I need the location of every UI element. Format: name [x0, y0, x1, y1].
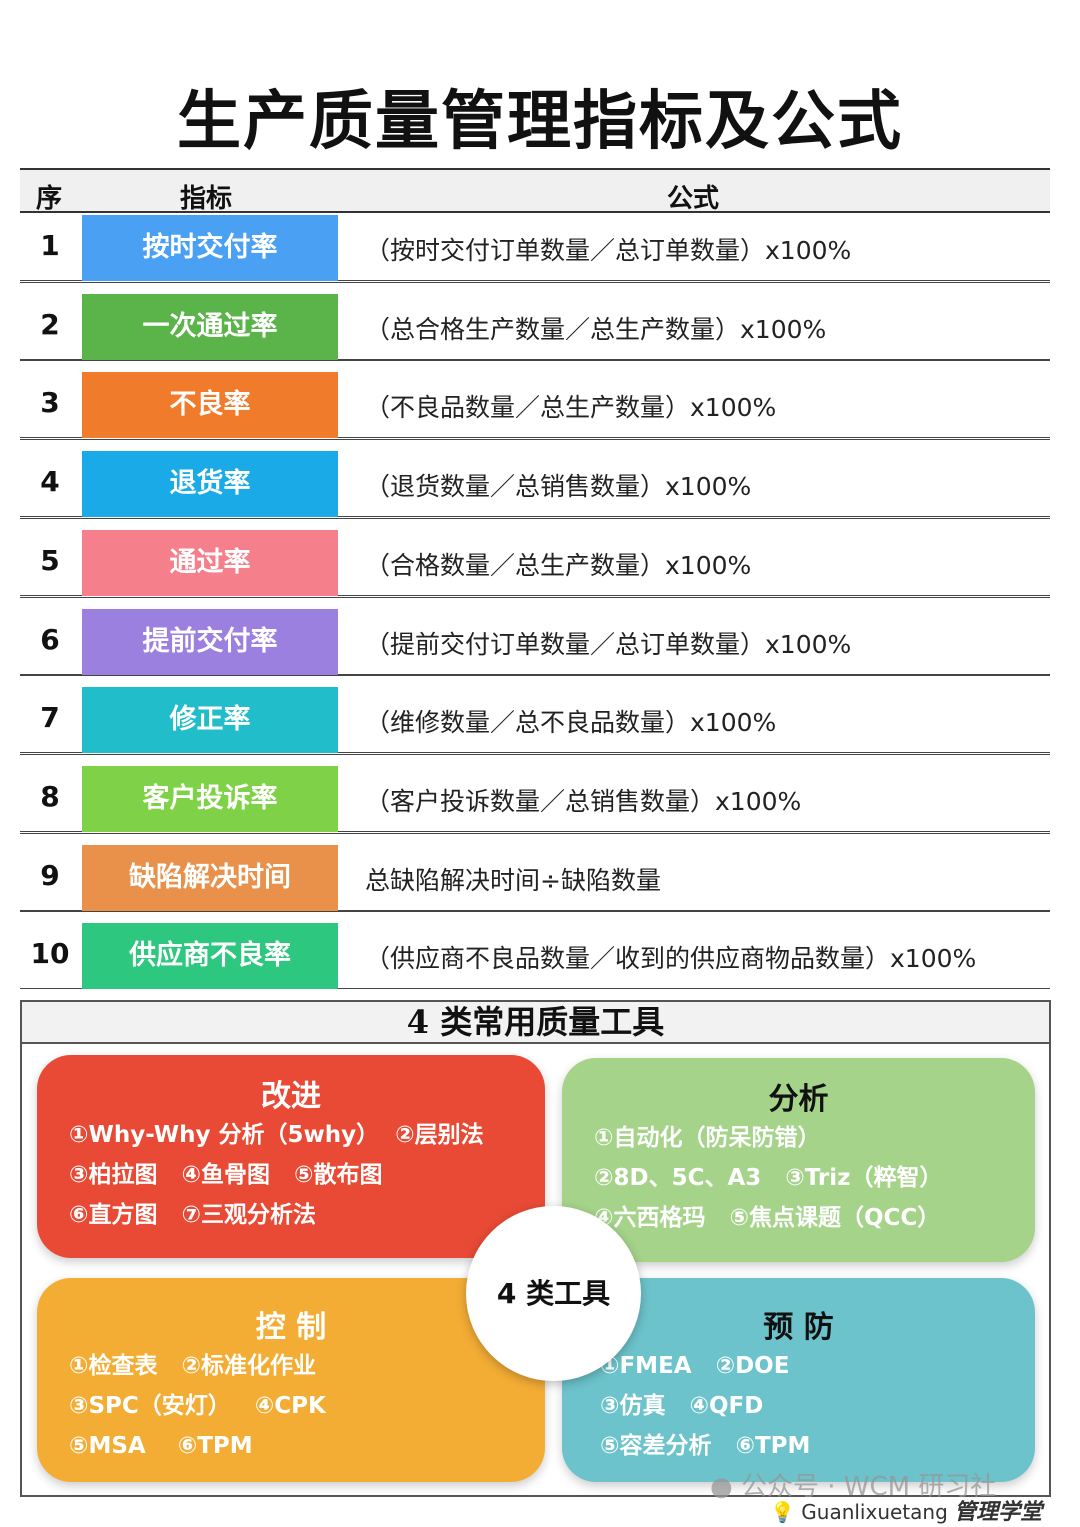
row-divider — [20, 439, 1050, 441]
table-row: 1 按时交付率 （按时交付订单数量／总订单数量）x100% — [20, 215, 1050, 281]
watermark-text: 公众号 · WCM 研习社 — [740, 1472, 997, 1502]
table-row: 10 供应商不良率 （供应商不良品数量／收到的供应商物品数量）x100% — [20, 911, 1050, 990]
row-number: 1 — [40, 229, 60, 262]
row-divider — [20, 360, 1050, 362]
row-divider — [20, 675, 1050, 677]
quadrant-title: 改进 — [261, 1079, 321, 1114]
tool-item-line: ③仿真 ④QFD — [600, 1393, 764, 1419]
tool-item-line: ⑤容差分析 ⑥TPM — [600, 1433, 811, 1459]
tool-quadrant-prevent: 预 防 ①FMEA ②DOE ③仿真 ④QFD ⑤容差分析 ⑥TPM — [562, 1278, 1035, 1482]
metric-label: 不良率 — [82, 372, 338, 439]
metric-label: 供应商不良率 — [82, 923, 338, 990]
metric-label: 退货率 — [82, 451, 338, 518]
formula-text: （退货数量／总销售数量）x100% — [365, 472, 752, 502]
header-metric: 指标 — [180, 184, 233, 214]
tool-item-line: ③柏拉图 ④鱼骨图 ⑤散布图 — [69, 1162, 383, 1188]
quadrant-title: 分析 — [768, 1082, 829, 1117]
table-row: 3 不良率 （不良品数量／总生产数量）x100% — [20, 360, 1050, 439]
table-row: 7 修正率 （维修数量／总不良品数量）x100% — [20, 675, 1050, 754]
quadrant-title: 预 防 — [763, 1310, 834, 1345]
formula-text: （供应商不良品数量／收到的供应商物品数量）x100% — [365, 944, 977, 974]
table-row: 8 客户投诉率 （客户投诉数量／总销售数量）x100% — [20, 753, 1050, 832]
metric-label: 提前交付率 — [82, 608, 338, 675]
metric-label: 一次通过率 — [82, 293, 338, 360]
formula-text: （总合格生产数量／总生产数量）x100% — [365, 314, 827, 344]
metric-label: 通过率 — [82, 529, 338, 596]
table-row: 6 提前交付率 （提前交付订单数量／总订单数量）x100% — [20, 596, 1050, 675]
formula-text: 总缺陷解决时间÷缺陷数量 — [365, 865, 661, 895]
lightbulb-icon: 💡 — [770, 1500, 795, 1524]
metric-label: 修正率 — [82, 687, 338, 754]
tool-quadrant-analyze: 分析 ①自动化（防呆防错） ②8D、5C、A3 ③Triz（粹智） ④六西格玛 ⑤焦点… — [562, 1058, 1035, 1262]
tool-item-line: ①自动化（防呆防错） — [594, 1125, 821, 1151]
header-seq: 序 — [36, 184, 63, 214]
row-number: 5 — [40, 543, 60, 577]
tool-item-line: ①FMEA ②DOE — [600, 1353, 790, 1379]
tool-item-line: ①Why-Why 分析（5why） ②层别法 — [69, 1122, 484, 1148]
formula-text: （提前交付订单数量／总订单数量）x100% — [365, 629, 852, 659]
tool-item-line: ①检查表 ②标准化作业 — [69, 1353, 316, 1379]
center-circle: 4 类工具 — [466, 1206, 641, 1381]
tool-item-line: ⑥直方图 ⑦三观分析法 — [69, 1202, 316, 1228]
tools-section: 4 类常用质量工具 — [20, 1000, 1051, 1497]
formula-text: （合格数量／总生产数量）x100% — [365, 550, 752, 580]
row-divider — [20, 596, 1050, 598]
table-row: 5 通过率 （合格数量／总生产数量）x100% — [20, 517, 1050, 596]
row-number: 4 — [40, 465, 60, 499]
watermark-account: ● 公众号 · WCM 研习社 — [710, 1466, 996, 1503]
tool-quadrant-improve: 改进 ①Why-Why 分析（5why） ②层别法 ③柏拉图 ④鱼骨图 ⑤散布图 ⑥直… — [37, 1055, 545, 1258]
wechat-icon: ● — [710, 1472, 733, 1502]
formula-text: （按时交付订单数量／总订单数量）x100% — [365, 236, 852, 265]
brand-logo: 管理学堂 — [954, 1499, 1043, 1525]
formula-text: （不良品数量／总生产数量）x100% — [365, 393, 777, 423]
formula-text: （客户投诉数量／总销售数量）x100% — [365, 786, 802, 816]
tools-title: 4 类常用质量工具 — [22, 1002, 1049, 1044]
tool-item-line: ③SPC（安灯） ④CPK — [69, 1393, 326, 1419]
row-number: 10 — [30, 937, 70, 971]
row-divider — [20, 832, 1050, 834]
row-divider — [20, 753, 1050, 755]
table-header: 序 指标 公式 — [20, 168, 1050, 214]
table-row: 9 缺陷解决时间 总缺陷解决时间÷缺陷数量 — [20, 832, 1050, 911]
row-number: 3 — [40, 386, 60, 420]
metric-label: 按时交付率 — [82, 215, 338, 281]
metric-label: 客户投诉率 — [82, 765, 338, 832]
tool-quadrant-control: 控 制 ①检查表 ②标准化作业 ③SPC（安灯） ④CPK ⑤MSA ⑥TPM — [37, 1278, 545, 1482]
row-divider — [20, 911, 1050, 913]
tool-item-line: ②8D、5C、A3 ③Triz（粹智） — [594, 1165, 943, 1191]
row-number: 2 — [40, 307, 60, 341]
watermark-brand: 💡 Guanlixuetang 管理学堂 — [770, 1494, 1042, 1526]
metric-label: 缺陷解决时间 — [82, 844, 338, 911]
tool-item-line: ④六西格玛 ⑤焦点课题（QCC） — [594, 1205, 941, 1231]
header-formula: 公式 — [667, 184, 720, 214]
row-divider — [20, 281, 1050, 283]
row-number: 8 — [40, 779, 60, 813]
tool-item-line: ⑤MSA ⑥TPM — [69, 1433, 253, 1459]
brand-name: Guanlixuetang — [801, 1500, 948, 1524]
quadrant-title: 控 制 — [255, 1310, 327, 1345]
table-row: 2 一次通过率 （总合格生产数量／总生产数量）x100% — [20, 281, 1050, 360]
page-title: 生产质量管理指标及公式 — [177, 84, 903, 159]
formula-text: （维修数量／总不良品数量）x100% — [365, 708, 777, 738]
row-number: 7 — [40, 701, 60, 735]
table-row: 4 退货率 （退货数量／总销售数量）x100% — [20, 439, 1050, 518]
row-divider — [20, 517, 1050, 519]
row-number: 9 — [40, 858, 60, 892]
row-number: 6 — [40, 622, 60, 656]
